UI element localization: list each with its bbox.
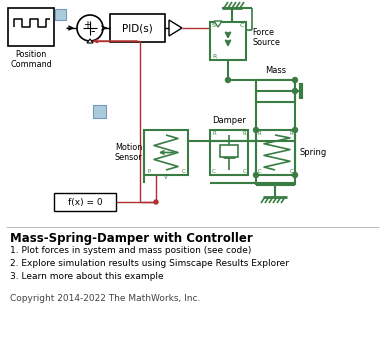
Circle shape — [77, 15, 103, 41]
Text: R: R — [212, 54, 216, 59]
Text: V: V — [164, 175, 168, 180]
Bar — [55, 9, 66, 20]
Circle shape — [293, 172, 298, 177]
Text: C: C — [289, 169, 293, 174]
Bar — [54, 193, 116, 211]
Text: R: R — [242, 131, 246, 136]
Circle shape — [293, 127, 298, 132]
Text: Mass: Mass — [265, 66, 286, 75]
Text: -: - — [91, 25, 95, 39]
Circle shape — [253, 127, 258, 132]
Text: R: R — [258, 131, 262, 136]
Text: Motion
Sensor: Motion Sensor — [114, 143, 142, 162]
Text: Damper: Damper — [212, 116, 246, 125]
Text: f(x) = 0: f(x) = 0 — [68, 197, 102, 206]
Circle shape — [253, 172, 258, 177]
Text: 2. Explore simulation results using Simscape Results Explorer: 2. Explore simulation results using Sims… — [10, 259, 289, 268]
Text: C: C — [239, 23, 244, 28]
Bar — [93, 105, 106, 118]
Circle shape — [154, 200, 158, 204]
Bar — [8, 8, 54, 46]
Text: Force
Source: Force Source — [252, 28, 280, 47]
Polygon shape — [214, 21, 222, 27]
Bar — [210, 22, 246, 60]
Text: Spring: Spring — [299, 147, 326, 156]
Text: Position
Command: Position Command — [10, 50, 52, 69]
Polygon shape — [169, 20, 182, 36]
Text: P: P — [147, 169, 150, 174]
Bar — [220, 145, 238, 156]
Circle shape — [226, 77, 231, 82]
Circle shape — [293, 77, 298, 82]
Text: C: C — [212, 169, 216, 174]
Text: 3. Learn more about this example: 3. Learn more about this example — [10, 272, 164, 281]
Text: R: R — [289, 131, 293, 136]
Bar — [256, 80, 295, 102]
Bar — [110, 14, 165, 42]
Text: PID(s): PID(s) — [122, 23, 152, 33]
Text: R: R — [212, 131, 216, 136]
Text: Copyright 2014-2022 The MathWorks, Inc.: Copyright 2014-2022 The MathWorks, Inc. — [10, 294, 200, 303]
Text: Mass-Spring-Damper with Controller: Mass-Spring-Damper with Controller — [10, 232, 253, 245]
Bar — [210, 130, 248, 175]
Bar — [256, 130, 295, 175]
Text: S: S — [212, 23, 216, 28]
Text: C: C — [242, 169, 246, 174]
Text: 1. Plot forces in system and mass position (see code): 1. Plot forces in system and mass positi… — [10, 246, 251, 255]
Text: C: C — [181, 169, 185, 174]
Circle shape — [293, 89, 298, 94]
Bar — [144, 130, 188, 175]
Text: C: C — [258, 169, 262, 174]
Polygon shape — [87, 39, 93, 43]
Text: +: + — [83, 20, 91, 30]
